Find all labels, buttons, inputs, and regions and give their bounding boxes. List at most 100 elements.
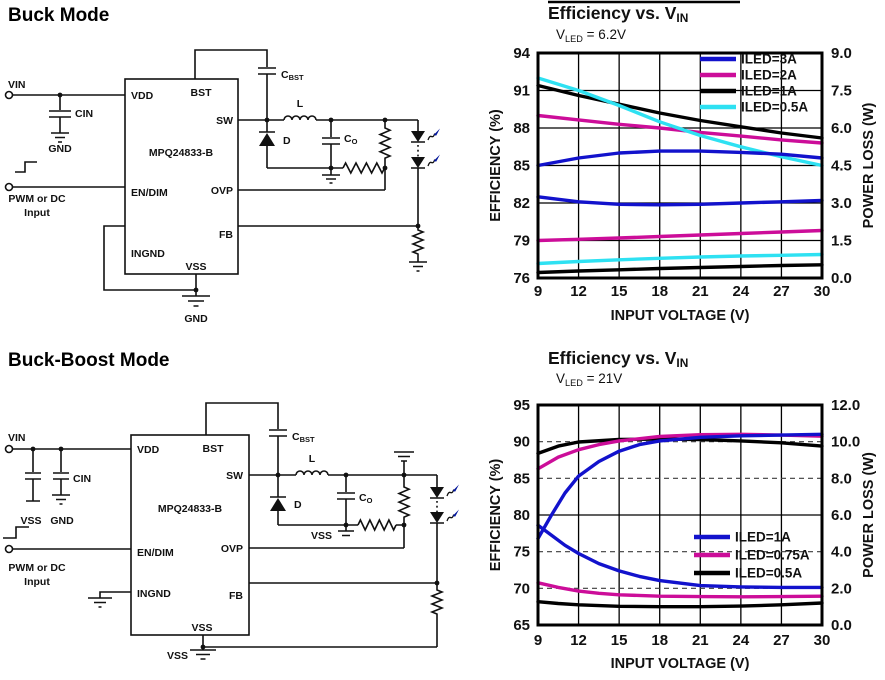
y-right-tick-label: 12.0 — [831, 397, 860, 414]
cbst-capacitor — [258, 67, 276, 120]
pin-fb: FB — [219, 229, 233, 241]
gnd-symbol-ingnd — [88, 597, 112, 608]
y-left-tick-label: 76 — [513, 270, 530, 287]
ingnd-loop-wire — [103, 225, 196, 291]
pin-vdd: VDD — [137, 444, 160, 456]
cin-label: CIN — [73, 473, 91, 485]
series-pl-iled-0p5a — [536, 252, 824, 266]
legend-label: ILED=1A — [741, 84, 797, 99]
x-axis-title: INPUT VOLTAGE (V) — [611, 656, 750, 672]
pin-vss: VSS — [191, 622, 212, 634]
series-pl-iled-2a — [536, 228, 824, 243]
vin-terminal — [4, 90, 14, 100]
pin-bst: BST — [191, 87, 213, 99]
y-right-tick-label: 4.5 — [831, 158, 852, 175]
series-eff-iled-0p5a — [536, 437, 824, 456]
vin-label: VIN — [8, 79, 26, 91]
gnd-symbol-vss — [182, 295, 210, 307]
fb-resistor — [429, 583, 445, 647]
ic-name: MPQ24833-B — [158, 503, 223, 515]
gnd-symbol-input — [51, 132, 69, 143]
fb-resistor — [410, 226, 426, 262]
led1-triangle — [411, 131, 425, 142]
series-pl-iled-0p5a — [536, 600, 824, 609]
pin-vss: VSS — [185, 261, 206, 273]
cbst-label: CBST — [292, 431, 315, 444]
gnd-out-label: GND — [184, 313, 208, 325]
diode-label: D — [283, 135, 291, 147]
junction-dot — [193, 287, 199, 293]
junction-dot — [264, 117, 270, 123]
legend-label: ILED=0.5A — [741, 100, 808, 115]
vin-terminal — [4, 444, 14, 454]
pin-ingnd: INGND — [137, 588, 171, 600]
sense-resistor-horizontal — [342, 161, 386, 175]
chart-subtitle: VLED = 21V — [556, 371, 622, 388]
efficiency-chart-buck: 76 79 82 85 88 91 94 0.0 1.5 3.0 4.5 6.0 7.5 9.0 9 12 15… — [488, 0, 877, 324]
pin-vdd: VDD — [131, 90, 154, 102]
vss-mid-label: VSS — [311, 530, 332, 542]
cin-capacitor — [49, 95, 71, 133]
led2-triangle — [411, 157, 425, 168]
buck-symbols — [57, 92, 425, 293]
y-left-tick-label: 79 — [513, 233, 530, 250]
bst-wire — [194, 49, 268, 79]
efficiency-chart-buck-boost: 65 70 75 80 85 90 95 0.0 2.0 4.0 6.0 8.0 10.0 12.0 9 12… — [488, 348, 877, 672]
y-left-tick-label: 70 — [513, 580, 530, 597]
diode-label: D — [294, 499, 302, 511]
pin-endim: EN/DIM — [137, 547, 174, 559]
junction-dot — [343, 472, 349, 478]
pwm-step-icon — [15, 161, 37, 173]
y-left-tick-label: 82 — [513, 195, 530, 212]
y-right-tick-label: 2.0 — [831, 580, 852, 597]
series-pl-iled-3a — [536, 195, 824, 207]
pin-endim: EN/DIM — [131, 187, 168, 199]
y-left-tick-label: 65 — [513, 617, 530, 634]
x-tick-label: 15 — [611, 283, 628, 300]
y-right-tick-label: 8.0 — [831, 470, 852, 487]
pwm-terminal — [4, 182, 14, 192]
x-tick-label: 30 — [814, 632, 831, 649]
pin-ingnd: INGND — [131, 248, 165, 260]
x-tick-label: 21 — [692, 283, 709, 300]
buck-boost-labels: VIN CIN VSS GND PWM or DC Input VDD BST … — [8, 431, 373, 662]
y-right-tick-label: 0.0 — [831, 617, 852, 634]
junction-dot — [328, 117, 334, 123]
pwm-label-2: Input — [24, 207, 50, 219]
y-right-tick-label: 3.0 — [831, 195, 852, 212]
series-eff-iled-1a — [536, 83, 824, 140]
inductor — [295, 470, 329, 476]
input-capacitor — [25, 449, 41, 502]
junction-dot — [382, 165, 388, 171]
series-pl-iled-1a — [536, 263, 824, 275]
y-right-tick-label: 6.0 — [831, 120, 852, 137]
junction-dot — [415, 223, 421, 229]
junction-dot — [434, 580, 440, 586]
x-tick-label: 24 — [733, 283, 750, 300]
gnd-symbol-vss — [190, 649, 216, 660]
legend-label: ILED=1A — [735, 530, 791, 545]
series-eff-iled-3a — [536, 149, 824, 168]
ovp-resistor-vertical — [377, 120, 393, 168]
x-tick-label: 30 — [814, 283, 831, 300]
pin-sw: SW — [216, 115, 233, 127]
pwm-terminal — [4, 544, 14, 554]
gnd-in-label: GND — [48, 143, 72, 155]
y-right-axis-title: POWER LOSS (W) — [861, 452, 877, 578]
y-left-axis-title: EFFICIENCY (%) — [488, 459, 504, 572]
y-right-tick-label: 10.0 — [831, 434, 860, 451]
y-left-tick-label: 94 — [513, 45, 530, 62]
buck-mode-heading: Buck Mode — [8, 5, 110, 26]
pin-bst: BST — [203, 443, 225, 455]
buck-labels: VIN CIN GND PWM or DC Input VDD BST SW M… — [8, 69, 358, 325]
x-tick-label: 27 — [773, 283, 790, 300]
ic-box — [130, 434, 250, 636]
inductor — [283, 115, 317, 121]
bst-wire — [205, 402, 279, 435]
pwm-label-2: Input — [24, 576, 50, 588]
gnd-in-label: GND — [50, 515, 74, 527]
co-capacitor — [322, 120, 340, 168]
x-tick-label: 27 — [773, 632, 790, 649]
legend-label: ILED=3A — [741, 52, 797, 67]
x-tick-label: 9 — [534, 632, 542, 649]
